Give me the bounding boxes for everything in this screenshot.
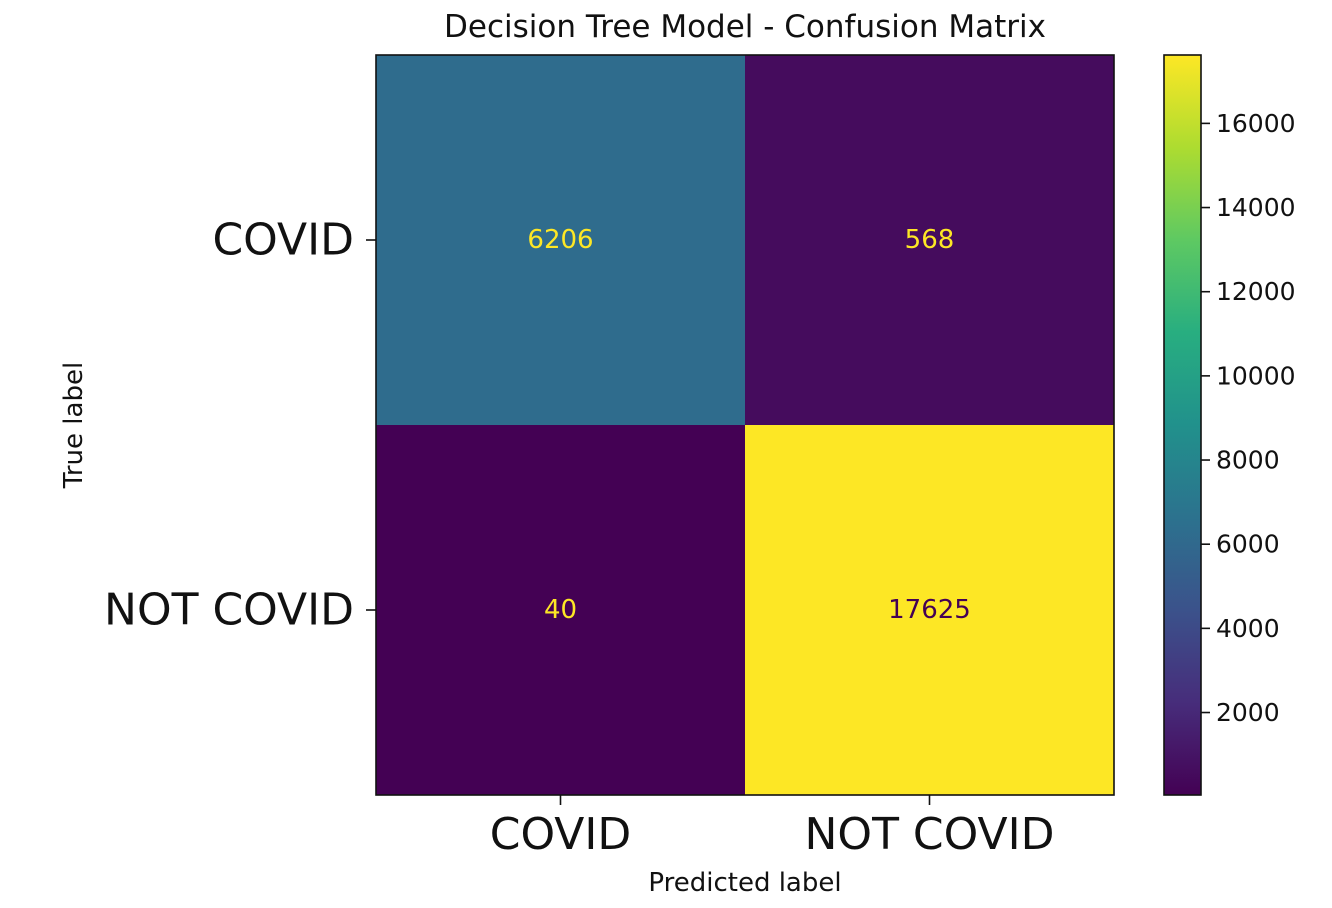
- matrix-cell: [376, 425, 746, 796]
- colorbar-tick-label: 16000: [1216, 109, 1296, 138]
- matrix-cell-value: 568: [905, 225, 955, 255]
- colorbar-tick-label: 12000: [1216, 277, 1296, 306]
- x-tick-label: COVID: [490, 809, 632, 860]
- x-axis-label: Predicted label: [648, 868, 841, 898]
- matrix-cells: [376, 55, 1115, 796]
- colorbar-gradient: [1164, 55, 1201, 795]
- plot-frame: [375, 54, 1115, 796]
- matrix-cell-labels: 6206 568 40 17625: [527, 225, 970, 625]
- colorbar-tick-label: 6000: [1216, 530, 1280, 559]
- y-axis-label: True label: [59, 362, 89, 489]
- colorbar-frame: [1163, 54, 1202, 796]
- y-tick-label: NOT COVID: [104, 585, 354, 636]
- x-tick-label: NOT COVID: [805, 809, 1055, 860]
- colorbar-tick-label: 14000: [1216, 193, 1296, 222]
- chart-title: Decision Tree Model - Confusion Matrix: [444, 9, 1046, 45]
- colorbar-tick-label: 8000: [1216, 446, 1280, 475]
- matrix-cell-value: 6206: [527, 225, 593, 255]
- y-tick-label: COVID: [212, 215, 354, 266]
- colorbar-ticks: 2000 4000 6000 8000 10000 12000 14000 16000: [1201, 109, 1296, 727]
- matrix-cell-value: 17625: [888, 595, 971, 625]
- y-axis: COVID NOT COVID: [104, 215, 376, 636]
- matrix-cell: [745, 425, 1115, 796]
- x-axis: COVID NOT COVID: [490, 795, 1055, 860]
- matrix-cell: [376, 55, 746, 426]
- colorbar-tick-label: 4000: [1216, 614, 1280, 643]
- matrix-cell-value: 40: [544, 595, 577, 625]
- colorbar: 2000 4000 6000 8000 10000 12000 14000 16000: [1163, 54, 1296, 796]
- colorbar-tick-label: 2000: [1216, 698, 1280, 727]
- colorbar-tick-label: 10000: [1216, 361, 1296, 390]
- matrix-cell: [745, 55, 1115, 426]
